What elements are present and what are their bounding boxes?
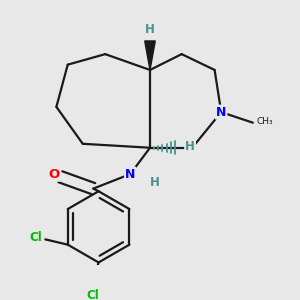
Text: H: H <box>185 140 195 153</box>
Text: H: H <box>150 176 160 188</box>
Text: H: H <box>145 23 155 36</box>
Text: Cl: Cl <box>29 231 42 244</box>
Text: CH₃: CH₃ <box>256 117 273 126</box>
Polygon shape <box>145 41 155 70</box>
Text: O: O <box>48 168 59 181</box>
Text: Cl: Cl <box>86 290 99 300</box>
Text: N: N <box>125 168 135 181</box>
Text: N: N <box>216 106 226 118</box>
